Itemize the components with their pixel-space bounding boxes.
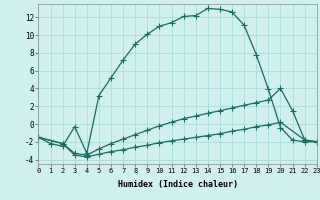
X-axis label: Humidex (Indice chaleur): Humidex (Indice chaleur) — [118, 180, 238, 189]
